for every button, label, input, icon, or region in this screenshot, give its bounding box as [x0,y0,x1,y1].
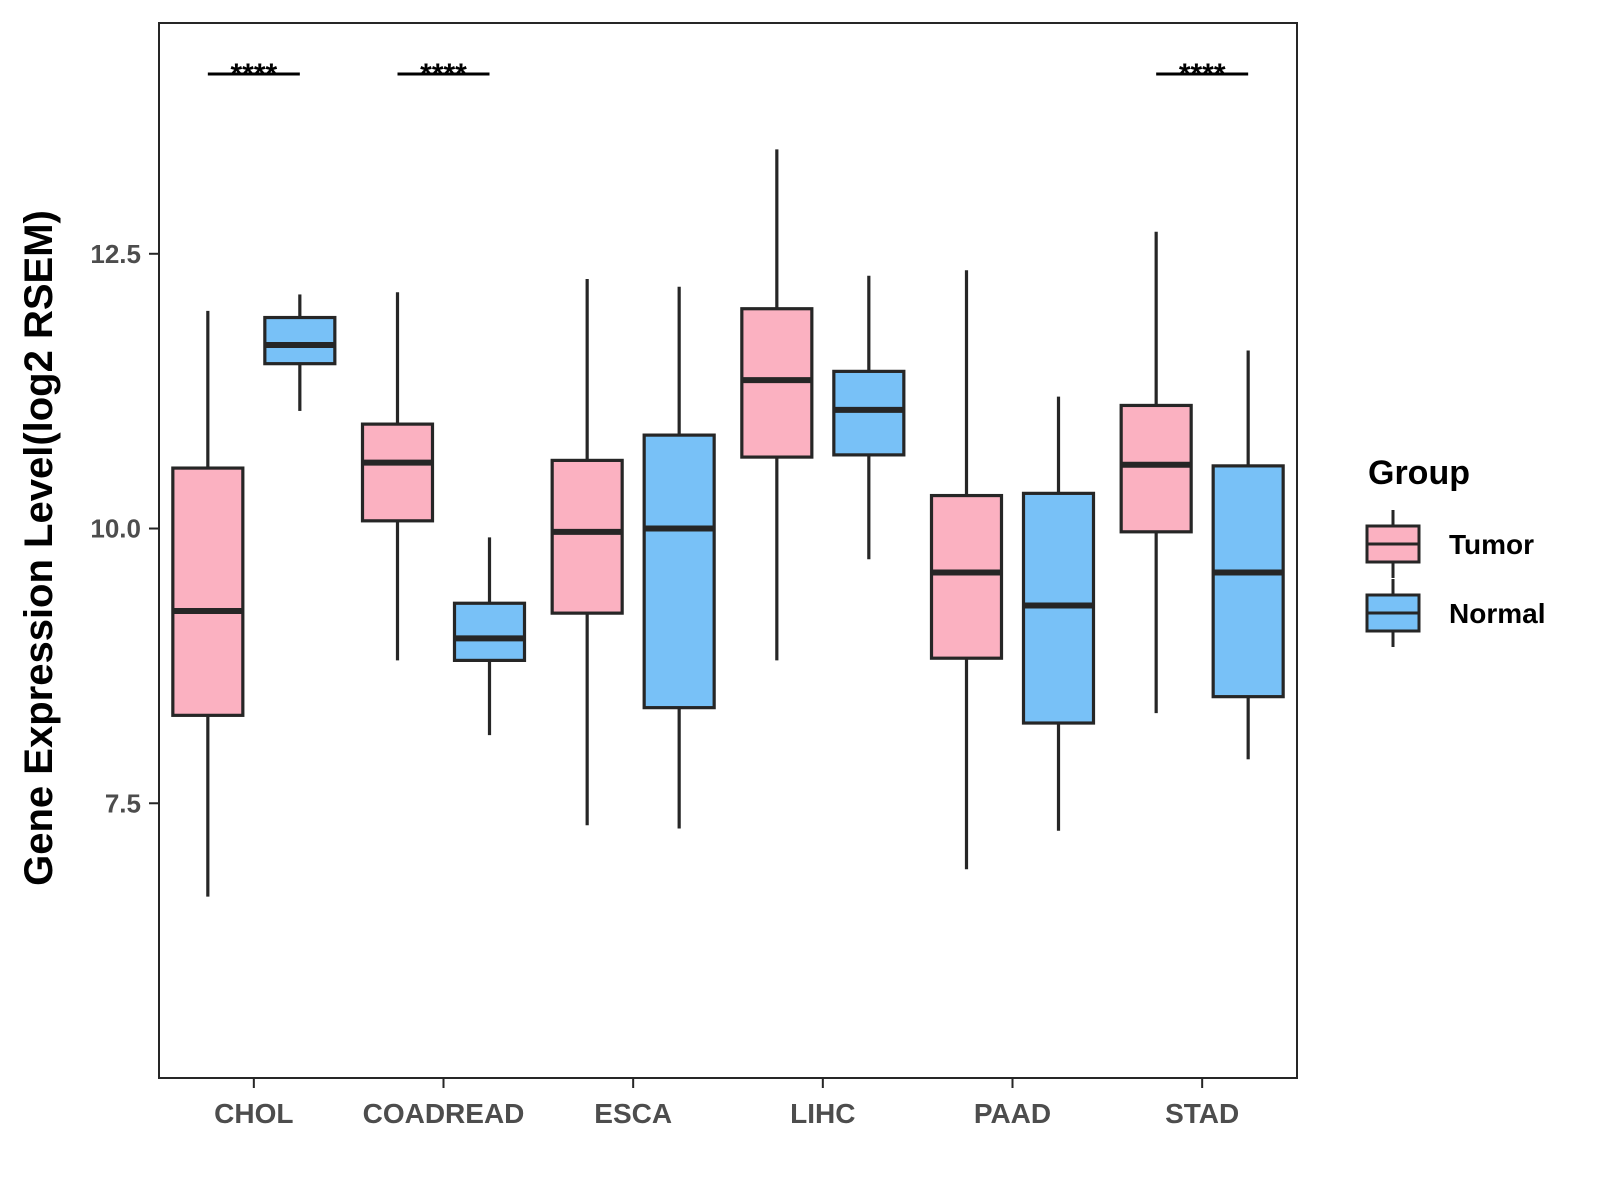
box-body-tumor-esca [550,458,624,615]
box-body-tumor-stad [1119,403,1193,534]
boxes-layer [171,149,1285,897]
box-normal-esca [642,286,716,829]
box-tumor-esca [550,279,624,826]
y-axis: 7.5 10.0 12.5 [90,239,159,818]
x-tick-label-esca: ESCA [594,1098,672,1129]
x-tick-label-paad: PAAD [974,1098,1051,1129]
x-tick-label-coadread: COADREAD [363,1098,525,1129]
box-normal-chol [263,294,337,411]
panel-border [158,22,1298,1079]
box-body-tumor-coadread [360,422,435,523]
y-tick-label: 10.0 [90,514,141,544]
box-tumor-paad [929,270,1004,870]
box-body-tumor-chol [171,466,245,717]
y-axis-title: Gene Expression Level(log2 RSEM) [17,210,61,886]
y-tick-label: 12.5 [90,239,141,269]
legend-label-tumor: Tumor [1449,529,1534,560]
box-body-normal-stad [1211,464,1285,699]
box-tumor-lihc [740,149,814,661]
significance-label-stad: **** [1179,58,1226,91]
box-body-normal-lihc [832,369,906,457]
box-normal-paad [1021,396,1096,831]
x-axis: CHOL COADREAD ESCA LIHC PAAD STAD [214,1078,1239,1129]
legend-label-normal: Normal [1449,598,1545,629]
box-body-normal-chol [263,315,337,366]
box-body-normal-coadread [452,601,527,662]
x-tick-label-lihc: LIHC [790,1098,855,1129]
box-body-tumor-paad [929,493,1004,660]
x-tick-label-chol: CHOL [214,1098,293,1129]
box-normal-coadread [452,537,527,736]
legend: Group Tumor Normal [1365,454,1545,647]
box-body-normal-esca [642,433,716,710]
y-tick-label: 7.5 [105,788,141,818]
x-tick-label-stad: STAD [1165,1098,1239,1129]
legend-title: Group [1368,454,1470,492]
significance-annotations: **** **** **** [207,58,1249,91]
box-tumor-coadread [360,292,435,661]
significance-label-chol: **** [230,58,277,91]
box-normal-stad [1211,350,1285,760]
box-tumor-stad [1119,231,1193,714]
box-normal-lihc [832,275,906,560]
box-tumor-chol [171,310,245,897]
significance-label-coadread: **** [420,58,467,91]
